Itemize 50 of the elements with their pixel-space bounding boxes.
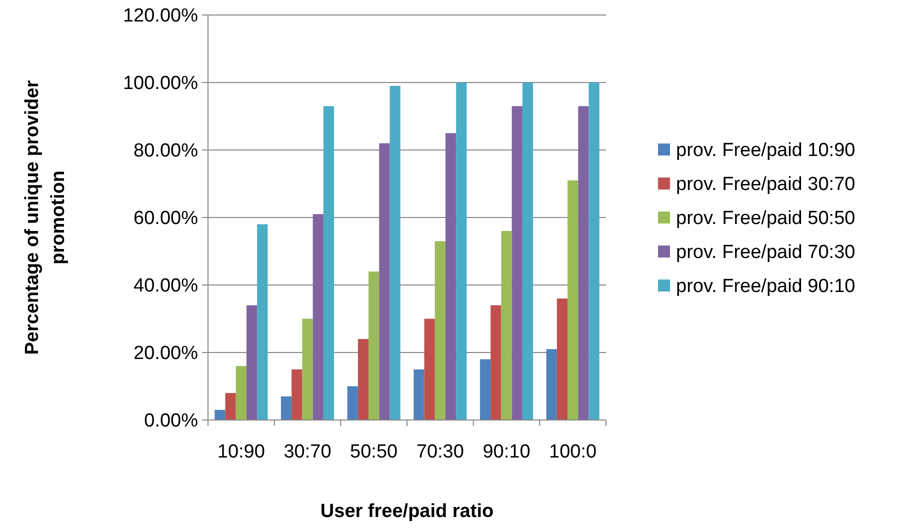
bar [379,143,390,420]
bar [358,339,369,420]
y-tick-label: 20.00% [134,343,198,364]
bar [257,224,268,420]
y-tick-label: 100.00% [122,73,198,94]
bar [556,298,568,420]
legend-label: prov. Free/paid 70:30 [676,242,856,264]
bar [214,410,226,420]
bar [368,272,380,420]
x-tick-label: 70:30 [416,442,464,463]
x-tick-label: 90:10 [482,442,530,463]
legend-label: prov. Free/paid 30:70 [676,174,856,196]
bar [578,106,589,420]
y-tick-label: 40.00% [134,276,198,297]
legend-label: prov. Free/paid 10:90 [676,140,856,162]
bar [490,305,502,420]
legend-label: prov. Free/paid 90:10 [676,276,856,298]
bar [292,369,302,420]
bar [424,318,435,420]
x-tick-label: 10:90 [217,442,265,463]
bar [588,82,600,420]
bar [434,241,446,420]
bar [390,86,400,420]
bar [225,393,236,420]
y-tick-label: 0.00% [144,410,198,432]
x-tick-label: 50:50 [350,442,398,463]
y-tick-label: 60.00% [134,208,198,230]
bar [522,82,534,420]
y-tick-label: 80.00% [134,140,198,162]
bar [456,82,467,420]
bar [246,305,258,420]
x-tick-label: 30:70 [284,442,332,463]
bar [302,318,313,420]
bar [512,106,522,420]
legend-label: prov. Free/paid 50:50 [676,208,856,230]
x-tick-label: 100:0 [549,442,597,463]
bar [323,106,334,420]
bar [280,396,292,420]
bar [312,214,324,420]
bar [445,133,456,420]
bar [546,349,557,420]
bar [236,366,246,420]
bar [501,231,512,420]
bar [347,386,358,420]
y-tick-label: 120.00% [122,6,198,27]
x-axis-title: User free/paid ratio [320,501,494,522]
y-axis-title: Percentage of unique provider promotion [22,80,69,355]
bar [480,359,491,420]
bar [414,369,424,420]
bar [568,180,578,420]
